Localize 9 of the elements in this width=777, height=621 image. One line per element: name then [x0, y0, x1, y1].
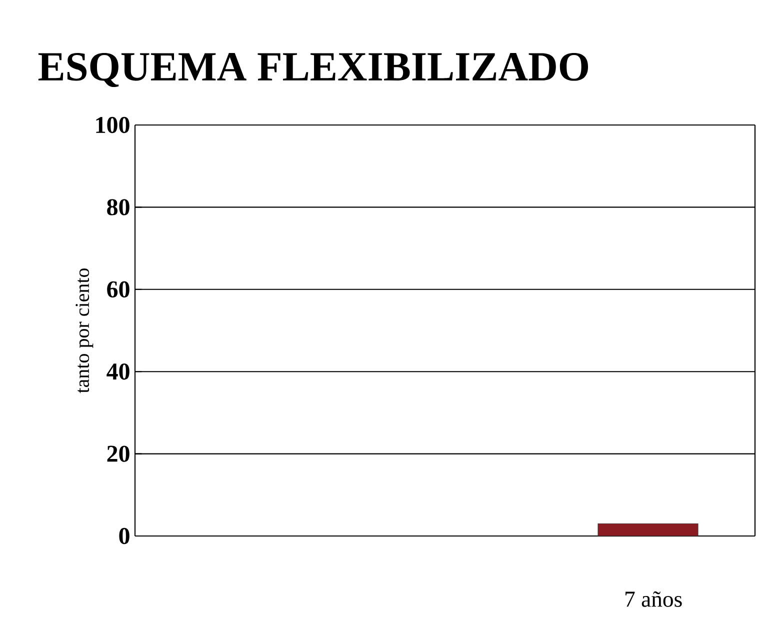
chart-title: ESQUEMA FLEXIBILIZADO — [38, 52, 588, 88]
y-tick-label: 100 — [96, 116, 130, 134]
y-tick-label: 0 — [119, 528, 130, 544]
y-tick-label: 60 — [107, 281, 130, 298]
y-tick-label: 40 — [106, 364, 130, 380]
y-tick-label: 20 — [107, 446, 130, 462]
y-tick-label: 80 — [107, 199, 130, 216]
y-axis-title: tanto por ciento — [76, 268, 94, 394]
x-tick-label: 7 años — [626, 591, 682, 607]
